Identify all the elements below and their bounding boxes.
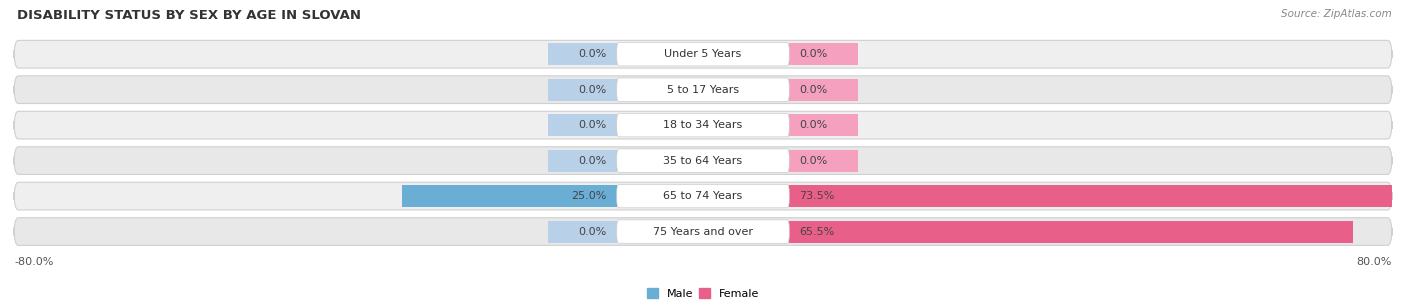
Text: DISABILITY STATUS BY SEX BY AGE IN SLOVAN: DISABILITY STATUS BY SEX BY AGE IN SLOVA… (17, 9, 361, 22)
Text: 0.0%: 0.0% (800, 156, 828, 166)
Text: 0.0%: 0.0% (578, 226, 606, 237)
Bar (789, 43, 858, 65)
Bar (548, 150, 617, 171)
Text: 0.0%: 0.0% (578, 85, 606, 95)
Text: 0.0%: 0.0% (800, 85, 828, 95)
FancyBboxPatch shape (617, 184, 789, 208)
Text: 0.0%: 0.0% (800, 120, 828, 130)
Text: 25.0%: 25.0% (571, 191, 606, 201)
Text: 65.5%: 65.5% (800, 226, 835, 237)
FancyBboxPatch shape (14, 182, 1392, 210)
Bar (402, 185, 617, 207)
Text: 18 to 34 Years: 18 to 34 Years (664, 120, 742, 130)
Bar (548, 79, 617, 101)
FancyBboxPatch shape (14, 111, 1392, 139)
Bar (789, 114, 858, 136)
FancyBboxPatch shape (617, 149, 789, 172)
Text: Source: ZipAtlas.com: Source: ZipAtlas.com (1281, 9, 1392, 19)
Text: -80.0%: -80.0% (14, 257, 53, 267)
Text: 75 Years and over: 75 Years and over (652, 226, 754, 237)
Bar (789, 221, 1353, 243)
Text: 73.5%: 73.5% (800, 191, 835, 201)
FancyBboxPatch shape (14, 40, 1392, 68)
FancyBboxPatch shape (617, 43, 789, 66)
FancyBboxPatch shape (14, 76, 1392, 104)
Bar (548, 43, 617, 65)
Legend: Male, Female: Male, Female (643, 284, 763, 303)
FancyBboxPatch shape (617, 78, 789, 102)
Text: 80.0%: 80.0% (1357, 257, 1392, 267)
Text: 65 to 74 Years: 65 to 74 Years (664, 191, 742, 201)
Text: 0.0%: 0.0% (578, 49, 606, 59)
FancyBboxPatch shape (14, 147, 1392, 174)
FancyBboxPatch shape (14, 218, 1392, 245)
Text: 5 to 17 Years: 5 to 17 Years (666, 85, 740, 95)
Text: 0.0%: 0.0% (578, 156, 606, 166)
Bar (789, 150, 858, 171)
Bar (789, 185, 1406, 207)
Bar (789, 79, 858, 101)
FancyBboxPatch shape (617, 220, 789, 243)
Text: Under 5 Years: Under 5 Years (665, 49, 741, 59)
Text: 35 to 64 Years: 35 to 64 Years (664, 156, 742, 166)
Bar (548, 114, 617, 136)
Text: 0.0%: 0.0% (800, 49, 828, 59)
FancyBboxPatch shape (617, 113, 789, 137)
Text: 0.0%: 0.0% (578, 120, 606, 130)
Bar (548, 221, 617, 243)
